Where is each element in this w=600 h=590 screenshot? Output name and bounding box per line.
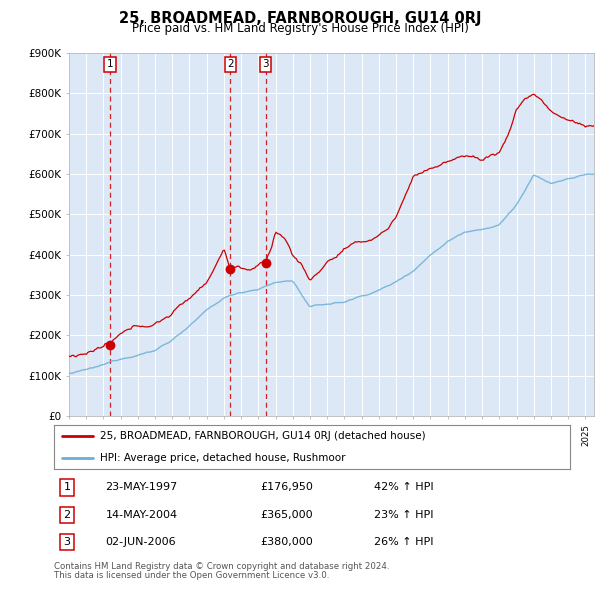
Text: This data is licensed under the Open Government Licence v3.0.: This data is licensed under the Open Gov… [54,571,329,580]
Text: 14-MAY-2004: 14-MAY-2004 [106,510,178,520]
Text: 25, BROADMEAD, FARNBOROUGH, GU14 0RJ (detached house): 25, BROADMEAD, FARNBOROUGH, GU14 0RJ (de… [100,431,426,441]
Text: HPI: Average price, detached house, Rushmoor: HPI: Average price, detached house, Rush… [100,453,346,463]
Text: Price paid vs. HM Land Registry's House Price Index (HPI): Price paid vs. HM Land Registry's House … [131,22,469,35]
Text: 2: 2 [227,60,233,70]
Text: 1: 1 [64,483,70,493]
Text: 25, BROADMEAD, FARNBOROUGH, GU14 0RJ: 25, BROADMEAD, FARNBOROUGH, GU14 0RJ [119,11,481,25]
Text: 42% ↑ HPI: 42% ↑ HPI [374,483,434,493]
Text: 23% ↑ HPI: 23% ↑ HPI [374,510,433,520]
Point [226,264,235,274]
Point [261,258,271,267]
Text: £176,950: £176,950 [260,483,313,493]
Text: 26% ↑ HPI: 26% ↑ HPI [374,537,433,547]
Text: 23-MAY-1997: 23-MAY-1997 [106,483,178,493]
Text: 1: 1 [107,60,113,70]
Text: 02-JUN-2006: 02-JUN-2006 [106,537,176,547]
Point [105,340,115,349]
Text: 3: 3 [262,60,269,70]
Text: 2: 2 [64,510,70,520]
Text: £380,000: £380,000 [260,537,313,547]
Text: Contains HM Land Registry data © Crown copyright and database right 2024.: Contains HM Land Registry data © Crown c… [54,562,389,571]
Text: £365,000: £365,000 [260,510,313,520]
Text: 3: 3 [64,537,70,547]
